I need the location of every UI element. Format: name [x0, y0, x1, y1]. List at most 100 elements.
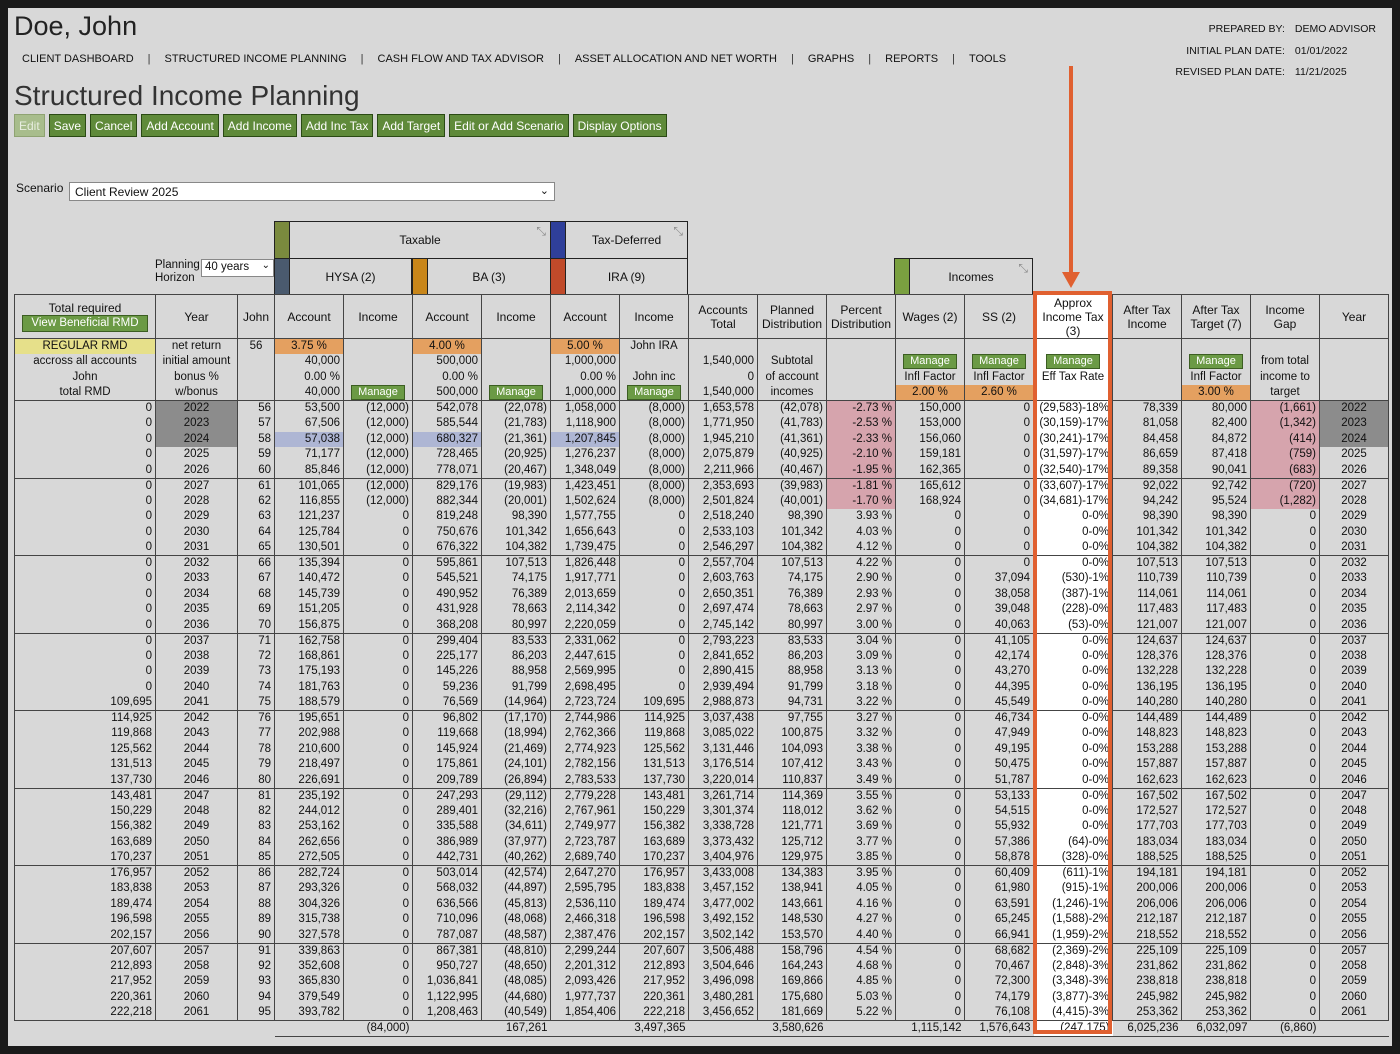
- collapse-icon[interactable]: ⤡: [673, 224, 683, 238]
- table-cell[interactable]: 235,192: [274, 788, 344, 804]
- table-cell[interactable]: 1,739,475: [550, 540, 620, 556]
- nav-item[interactable]: REPORTS: [885, 53, 939, 65]
- table-cell[interactable]: 202,988: [274, 726, 344, 742]
- table-cell[interactable]: 2,723,787: [550, 834, 620, 850]
- table-cell[interactable]: 2028: [155, 493, 238, 509]
- table-cell[interactable]: 282,724: [274, 865, 344, 881]
- table-cell[interactable]: 2050: [155, 834, 238, 850]
- table-cell[interactable]: 247,293: [412, 788, 482, 804]
- table-cell[interactable]: 140,472: [274, 571, 344, 587]
- table-cell[interactable]: 2,749,977: [550, 819, 620, 835]
- nav-item[interactable]: CLIENT DASHBOARD: [22, 53, 134, 65]
- manage-button[interactable]: Manage: [972, 354, 1026, 370]
- table-cell[interactable]: 2054: [155, 896, 238, 912]
- table-cell[interactable]: 2051: [155, 850, 238, 866]
- table-cell[interactable]: 2047: [155, 788, 238, 804]
- table-cell[interactable]: 2059: [155, 974, 238, 990]
- table-cell[interactable]: 175,861: [412, 757, 482, 773]
- table-cell[interactable]: 2,201,312: [550, 958, 620, 974]
- table-cell[interactable]: 244,012: [274, 803, 344, 819]
- table-cell[interactable]: 2043: [155, 726, 238, 742]
- toolbar-button[interactable]: Add Account: [141, 114, 219, 137]
- table-cell[interactable]: 119,668: [412, 726, 482, 742]
- table-cell[interactable]: 2041: [155, 695, 238, 711]
- table-cell[interactable]: 2058: [155, 958, 238, 974]
- table-cell[interactable]: 335,588: [412, 819, 482, 835]
- table-cell[interactable]: 2,779,228: [550, 788, 620, 804]
- table-cell[interactable]: 2,569,995: [550, 664, 620, 680]
- table-cell[interactable]: 787,087: [412, 927, 482, 944]
- table-cell[interactable]: 829,176: [412, 478, 482, 494]
- table-cell[interactable]: 289,401: [412, 803, 482, 819]
- table-cell[interactable]: 680,327: [412, 431, 482, 447]
- table-cell[interactable]: 2,723,724: [550, 695, 620, 711]
- manage-button[interactable]: Manage: [1046, 354, 1100, 370]
- table-cell[interactable]: 2046: [155, 772, 238, 789]
- nav-item[interactable]: TOOLS: [968, 53, 1007, 65]
- table-cell[interactable]: 2061: [155, 1005, 238, 1021]
- table-cell[interactable]: 585,544: [412, 416, 482, 432]
- table-cell[interactable]: 2040: [155, 679, 238, 695]
- table-cell[interactable]: 53,500: [274, 400, 344, 416]
- table-cell[interactable]: 352,608: [274, 958, 344, 974]
- table-cell[interactable]: 2026: [155, 462, 238, 479]
- table-cell[interactable]: 1,977,737: [550, 989, 620, 1005]
- table-cell[interactable]: 135,394: [274, 555, 344, 571]
- table-cell[interactable]: 710,096: [412, 912, 482, 928]
- table-cell[interactable]: 1,118,900: [550, 416, 620, 432]
- table-cell[interactable]: 2,782,156: [550, 757, 620, 773]
- toolbar-button[interactable]: Display Options: [572, 114, 667, 137]
- table-cell[interactable]: 2,536,110: [550, 896, 620, 912]
- table-cell[interactable]: 1,058,000: [550, 400, 620, 416]
- table-cell[interactable]: 156,875: [274, 617, 344, 634]
- table-cell[interactable]: 490,952: [412, 586, 482, 602]
- collapse-icon[interactable]: ⤡: [536, 224, 546, 238]
- table-cell[interactable]: 1,423,451: [550, 478, 620, 494]
- table-cell[interactable]: 225,177: [412, 648, 482, 664]
- nav-item[interactable]: ASSET ALLOCATION AND NET WORTH: [574, 53, 777, 65]
- toolbar-button[interactable]: Cancel: [90, 114, 138, 137]
- table-cell[interactable]: 96,802: [412, 710, 482, 726]
- table-cell[interactable]: 2042: [155, 710, 238, 726]
- table-cell[interactable]: 819,248: [412, 509, 482, 525]
- table-cell[interactable]: 315,738: [274, 912, 344, 928]
- manage-button[interactable]: Manage: [903, 354, 957, 370]
- manage-button[interactable]: Manage: [1189, 354, 1243, 370]
- table-cell[interactable]: 2023: [155, 416, 238, 432]
- table-cell[interactable]: 393,782: [274, 1005, 344, 1021]
- table-cell[interactable]: 2030: [155, 524, 238, 540]
- table-cell[interactable]: 1,656,643: [550, 524, 620, 540]
- table-cell[interactable]: 2049: [155, 819, 238, 835]
- table-cell[interactable]: 1,276,237: [550, 447, 620, 463]
- table-cell[interactable]: 431,928: [412, 602, 482, 618]
- table-cell[interactable]: 2,698,495: [550, 679, 620, 695]
- table-cell[interactable]: 125,784: [274, 524, 344, 540]
- table-cell[interactable]: 2027: [155, 478, 238, 494]
- table-cell[interactable]: 2,689,740: [550, 850, 620, 866]
- table-cell[interactable]: 168,861: [274, 648, 344, 664]
- table-cell[interactable]: 299,404: [412, 633, 482, 649]
- table-cell[interactable]: 2035: [155, 602, 238, 618]
- table-cell[interactable]: 2,447,615: [550, 648, 620, 664]
- table-cell[interactable]: 116,855: [274, 493, 344, 509]
- table-cell[interactable]: 379,549: [274, 989, 344, 1005]
- table-cell[interactable]: 1,854,406: [550, 1005, 620, 1021]
- table-cell[interactable]: 750,676: [412, 524, 482, 540]
- table-cell[interactable]: 2057: [155, 943, 238, 959]
- table-cell[interactable]: 2,783,533: [550, 772, 620, 789]
- table-cell[interactable]: 1,207,845: [550, 431, 620, 447]
- nav-item[interactable]: CASH FLOW AND TAX ADVISOR: [377, 53, 544, 65]
- toolbar-button[interactable]: Save: [48, 114, 87, 137]
- table-cell[interactable]: 262,656: [274, 834, 344, 850]
- table-cell[interactable]: 2,114,342: [550, 602, 620, 618]
- collapse-icon[interactable]: ⤡: [1018, 261, 1028, 275]
- table-cell[interactable]: 2031: [155, 540, 238, 556]
- table-cell[interactable]: 503,014: [412, 865, 482, 881]
- table-cell[interactable]: 2055: [155, 912, 238, 928]
- table-cell[interactable]: 130,501: [274, 540, 344, 556]
- table-cell[interactable]: 226,691: [274, 772, 344, 789]
- table-cell[interactable]: 304,326: [274, 896, 344, 912]
- table-cell[interactable]: 2,767,961: [550, 803, 620, 819]
- table-cell[interactable]: 145,739: [274, 586, 344, 602]
- table-cell[interactable]: 175,193: [274, 664, 344, 680]
